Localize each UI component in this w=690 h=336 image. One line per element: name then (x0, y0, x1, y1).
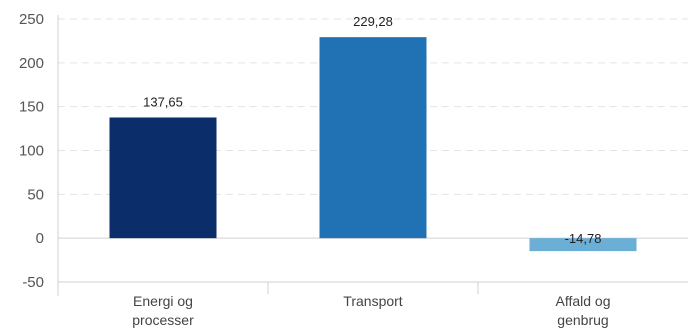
data-label: -14,78 (565, 231, 602, 246)
y-tick-label: 250 (19, 11, 44, 28)
y-tick-label: 0 (36, 230, 44, 247)
bar (529, 238, 637, 252)
category-label: processer (132, 312, 194, 328)
bars (109, 37, 637, 252)
data-label: 229,28 (353, 14, 393, 29)
category-label: Affald og (555, 293, 610, 309)
y-tick-label: -50 (22, 274, 44, 291)
category-label: genbrug (557, 312, 608, 328)
y-tick-label: 100 (19, 143, 44, 160)
category-label: Energi og (133, 293, 193, 309)
bar (109, 117, 217, 239)
y-tick-label: 50 (27, 186, 44, 203)
y-tick-label: 150 (19, 99, 44, 116)
y-tick-label: 200 (19, 55, 44, 72)
data-label: 137,65 (143, 94, 183, 109)
bar (319, 37, 427, 239)
labels: -50 0 50 100 150 200 250 137,65 Energi og process… (19, 11, 611, 328)
category-label: Transport (343, 293, 403, 309)
